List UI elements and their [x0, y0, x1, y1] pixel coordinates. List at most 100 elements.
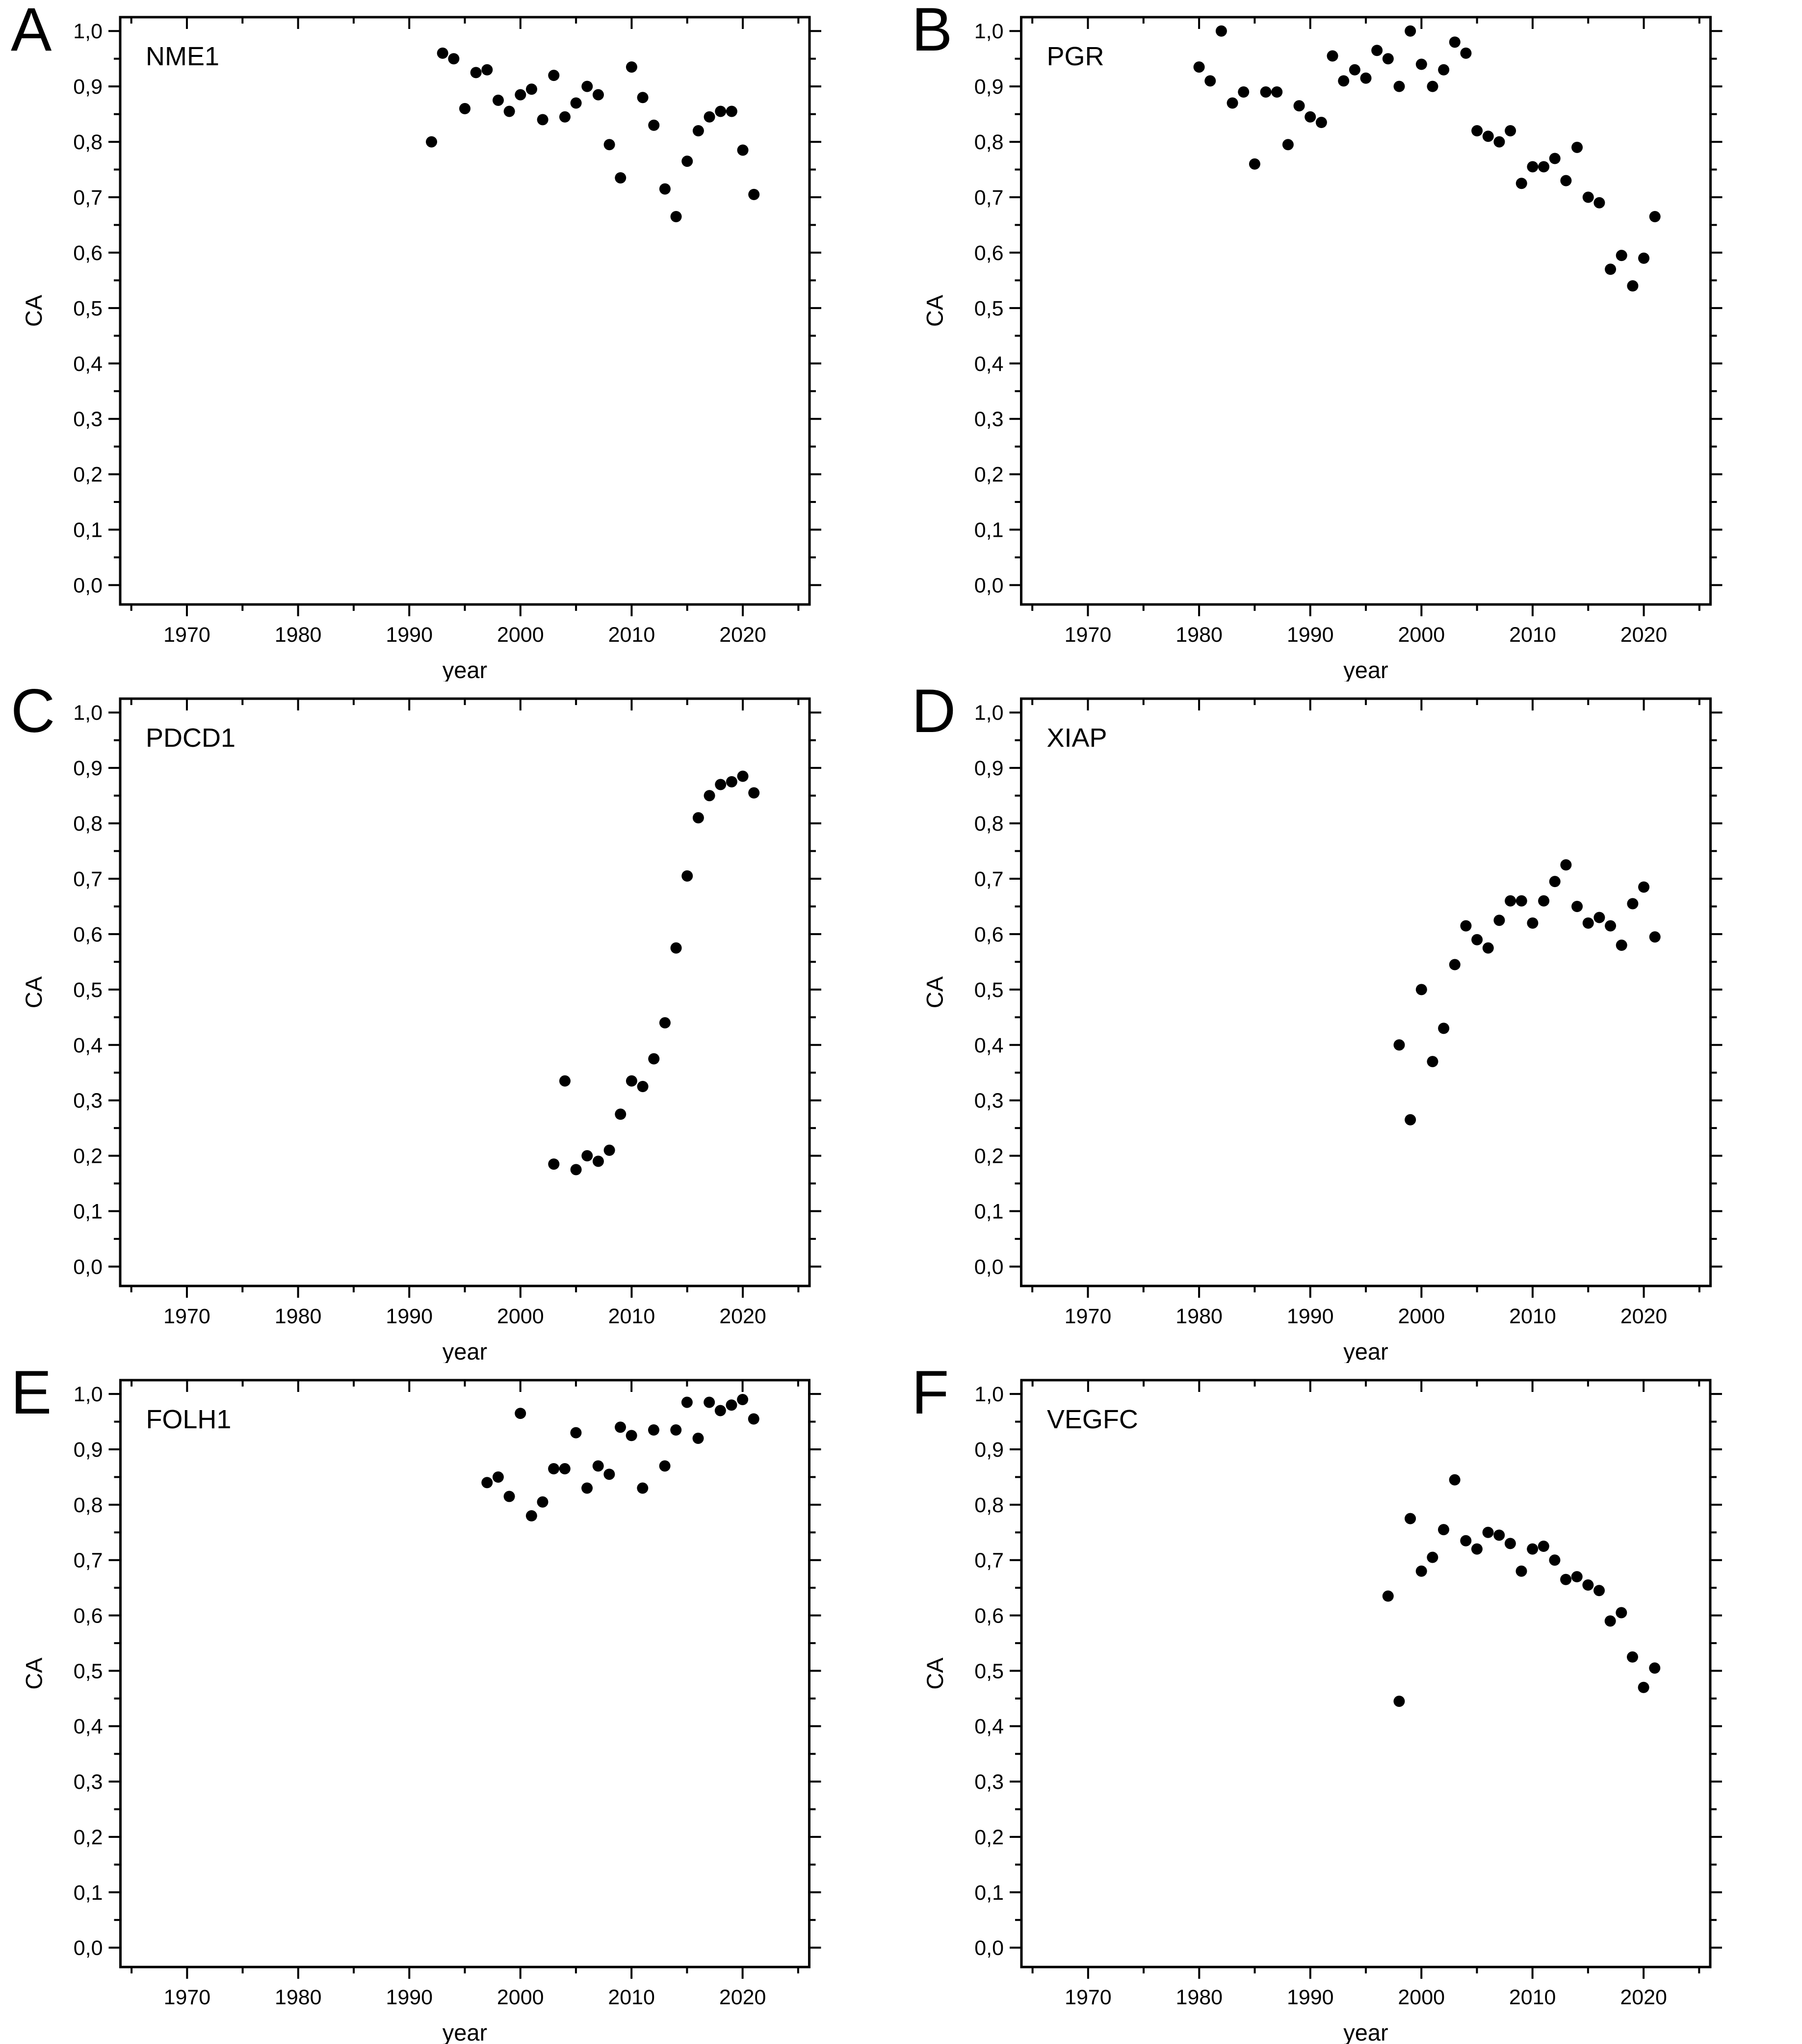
y-tick-label: 1,0: [73, 20, 103, 43]
data-point: [515, 89, 526, 101]
data-point: [1327, 50, 1338, 62]
data-point: [1549, 153, 1561, 164]
data-point: [603, 1144, 615, 1156]
data-point: [1449, 1474, 1461, 1486]
y-tick-label: 0,7: [974, 186, 1004, 210]
y-tick-label: 0,1: [974, 1200, 1004, 1224]
data-point: [681, 870, 693, 882]
x-tick-label: 1970: [164, 1986, 211, 2009]
data-point: [1471, 934, 1483, 945]
data-point: [648, 119, 660, 131]
data-point: [1604, 1615, 1616, 1627]
x-tick-label: 2010: [608, 1986, 655, 2009]
plot-frame: [119, 1379, 810, 1968]
y-tick-label: 0,7: [974, 867, 1004, 891]
x-tick-label: 1970: [1065, 1986, 1112, 2009]
data-point: [492, 94, 504, 106]
y-tick-label: 1,0: [974, 1383, 1004, 1406]
x-tick-label: 2010: [1509, 1986, 1556, 2009]
y-axis-title: CA: [922, 1657, 948, 1690]
data-point: [1560, 175, 1572, 186]
panel-letter-f: F: [912, 1363, 949, 1427]
data-point: [1527, 1543, 1539, 1555]
y-tick-label: 0,4: [974, 1715, 1004, 1738]
y-tick-label: 0,3: [74, 1770, 103, 1794]
data-point: [1515, 178, 1527, 189]
data-point: [1638, 1681, 1649, 1693]
data-points: [1193, 25, 1661, 292]
x-tick-label: 1980: [1175, 1305, 1223, 1328]
data-point: [1582, 191, 1594, 203]
y-tick-label: 1,0: [974, 701, 1004, 725]
gene-label: PDCD1: [146, 723, 235, 753]
y-tick-label: 0,1: [73, 519, 103, 542]
data-point: [570, 1164, 582, 1176]
data-point: [1649, 1662, 1661, 1674]
x-tick-label: 2010: [608, 623, 655, 647]
data-point: [1238, 86, 1250, 98]
y-tick-label: 0,6: [73, 923, 103, 946]
data-point: [592, 1155, 604, 1167]
y-tick-label: 0,2: [73, 1145, 103, 1168]
x-tick-label: 1980: [275, 1986, 322, 2009]
data-point: [626, 1430, 637, 1441]
y-tick-label: 0,3: [73, 408, 103, 431]
y-axis-title: CA: [21, 294, 47, 327]
data-point: [603, 1468, 615, 1480]
data-point: [737, 1393, 749, 1405]
panel-letter-d: D: [912, 681, 956, 745]
x-tick-label: 1990: [386, 1305, 433, 1328]
y-tick-label: 1,0: [73, 701, 103, 725]
data-point: [1349, 64, 1360, 76]
x-tick-label: 1970: [1065, 1305, 1112, 1328]
gene-label: NME1: [146, 42, 219, 71]
data-point: [1616, 1607, 1627, 1619]
scatter-plot-vegfc: 1970 1980 1990 2000 2010 2020 0,0 0,1 0,2 0,3 0,4 0…: [922, 1379, 1722, 2044]
data-point: [1538, 895, 1550, 907]
data-point: [1505, 125, 1516, 136]
y-tick-label: 0,8: [974, 812, 1004, 836]
data-point: [704, 111, 715, 123]
y-tick-label: 0,1: [73, 1200, 103, 1224]
data-point: [615, 172, 627, 183]
data-point: [726, 1399, 737, 1411]
data-point: [581, 1482, 593, 1494]
data-point: [1527, 917, 1539, 929]
data-point: [1527, 161, 1539, 173]
data-point: [537, 1496, 548, 1508]
y-tick-label: 0,9: [73, 75, 103, 99]
data-point: [1271, 86, 1283, 98]
data-point: [1371, 45, 1383, 56]
y-tick-label: 0,9: [974, 75, 1004, 99]
y-tick-label: 0,8: [74, 1494, 103, 1517]
x-tick-label: 1980: [1176, 1986, 1223, 2009]
data-point: [1405, 25, 1416, 37]
data-point: [1405, 1513, 1416, 1524]
y-tick-label: 0,6: [74, 1604, 103, 1628]
data-point: [1515, 895, 1527, 907]
data-point: [1627, 280, 1639, 292]
y-tick-label: 0,8: [974, 1494, 1004, 1517]
x-tick-label: 1980: [275, 1305, 322, 1328]
data-point: [748, 188, 760, 200]
data-point: [1493, 1529, 1505, 1541]
data-point: [692, 1432, 704, 1444]
data-point: [1260, 86, 1272, 98]
x-tick-label: 2000: [1398, 1305, 1445, 1328]
panel-letter-b: B: [912, 0, 953, 64]
data-point: [1571, 1571, 1583, 1583]
data-point: [1549, 1554, 1561, 1566]
data-point: [515, 1408, 526, 1419]
data-point: [548, 1158, 560, 1170]
plot-frame: [1020, 16, 1712, 606]
data-point: [1616, 250, 1627, 262]
x-tick-label: 1970: [1065, 623, 1112, 647]
data-point: [748, 787, 760, 799]
x-tick-label: 2000: [497, 1305, 544, 1328]
data-point: [692, 812, 704, 824]
data-point: [681, 156, 693, 167]
y-tick-label: 0,7: [974, 1549, 1004, 1572]
data-point: [1605, 263, 1617, 275]
data-point: [1571, 141, 1583, 153]
y-tick-label: 0,8: [974, 131, 1004, 154]
